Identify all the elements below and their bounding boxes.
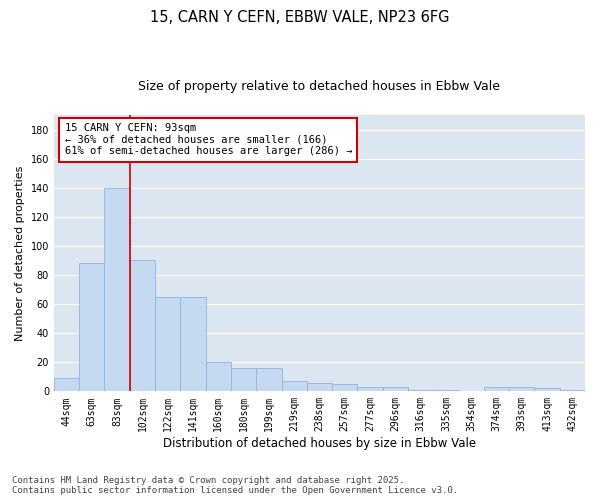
Bar xyxy=(509,387,535,392)
Bar xyxy=(560,390,585,392)
Bar xyxy=(281,381,307,392)
Y-axis label: Number of detached properties: Number of detached properties xyxy=(15,166,25,341)
Bar xyxy=(79,264,104,392)
Bar xyxy=(206,362,231,392)
Bar xyxy=(181,297,206,392)
Bar xyxy=(358,387,383,392)
Bar xyxy=(104,188,130,392)
Bar xyxy=(535,388,560,392)
Bar xyxy=(484,387,509,392)
Bar xyxy=(307,382,332,392)
Text: 15, CARN Y CEFN, EBBW VALE, NP23 6FG: 15, CARN Y CEFN, EBBW VALE, NP23 6FG xyxy=(150,10,450,25)
X-axis label: Distribution of detached houses by size in Ebbw Vale: Distribution of detached houses by size … xyxy=(163,437,476,450)
Bar xyxy=(408,390,433,392)
Text: Contains HM Land Registry data © Crown copyright and database right 2025.
Contai: Contains HM Land Registry data © Crown c… xyxy=(12,476,458,495)
Bar xyxy=(256,368,281,392)
Title: Size of property relative to detached houses in Ebbw Vale: Size of property relative to detached ho… xyxy=(139,80,500,93)
Bar xyxy=(155,297,181,392)
Bar xyxy=(130,260,155,392)
Bar xyxy=(54,378,79,392)
Bar xyxy=(433,390,458,392)
Bar xyxy=(332,384,358,392)
Bar xyxy=(231,368,256,392)
Text: 15 CARN Y CEFN: 93sqm
← 36% of detached houses are smaller (166)
61% of semi-det: 15 CARN Y CEFN: 93sqm ← 36% of detached … xyxy=(65,124,352,156)
Bar xyxy=(383,387,408,392)
